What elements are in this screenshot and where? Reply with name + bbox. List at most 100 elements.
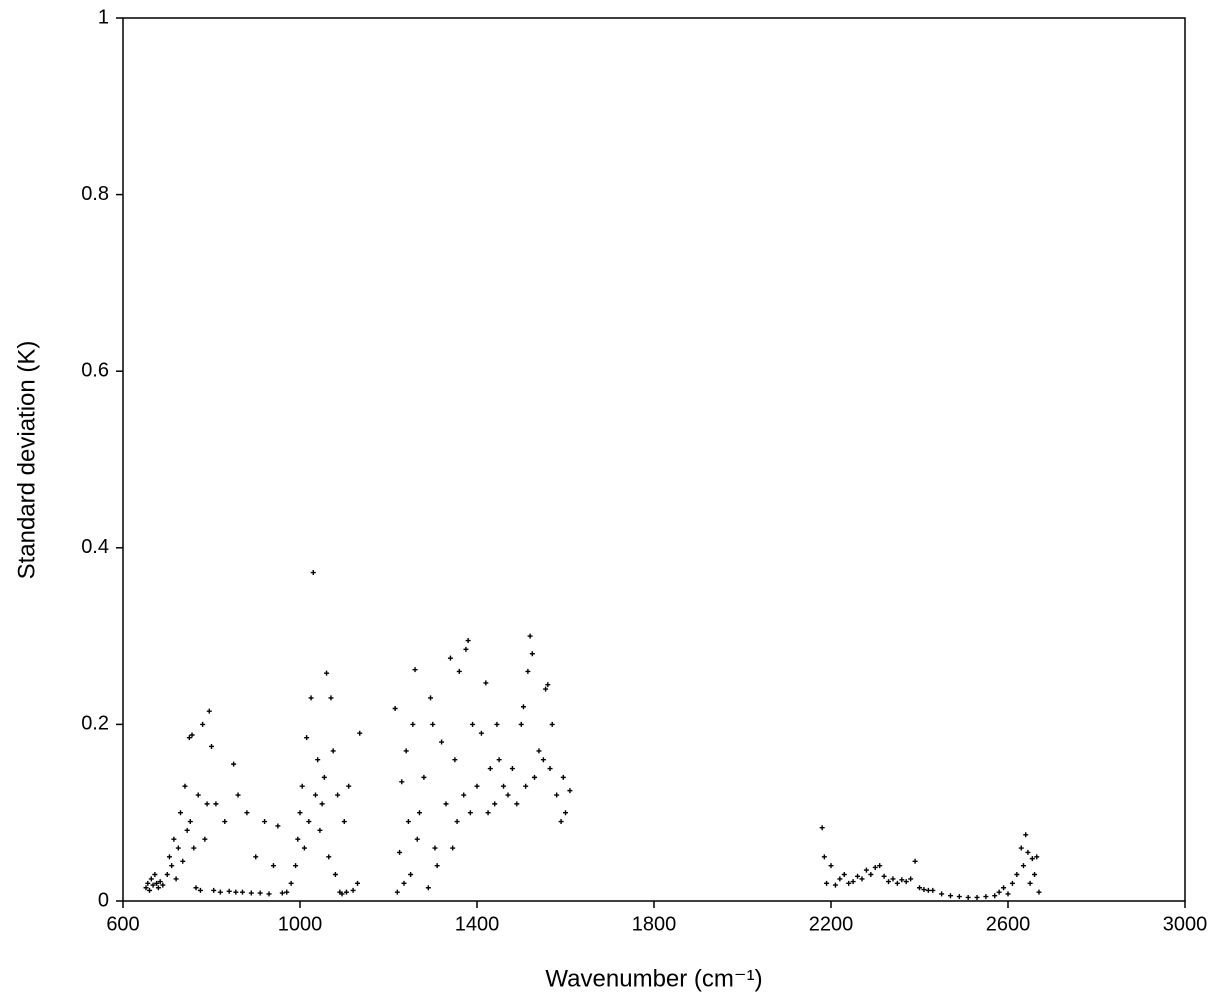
data-point <box>1027 880 1033 886</box>
data-point <box>275 823 281 829</box>
data-point <box>204 801 210 807</box>
data-point <box>195 792 201 798</box>
data-point <box>171 836 177 842</box>
data-point <box>965 894 971 900</box>
y-tick-label: 0.4 <box>81 536 109 558</box>
data-point <box>1023 832 1029 838</box>
data-point <box>270 863 276 869</box>
data-point <box>145 880 151 886</box>
data-point <box>399 779 405 785</box>
data-point <box>332 872 338 878</box>
data-point <box>397 849 403 855</box>
data-point <box>947 893 953 899</box>
data-point <box>394 889 400 895</box>
data-point <box>523 783 529 789</box>
data-point <box>939 891 945 897</box>
data-point <box>257 890 263 896</box>
data-point <box>178 810 184 816</box>
data-point <box>443 801 449 807</box>
data-point <box>253 854 259 860</box>
data-point <box>189 732 195 738</box>
data-point <box>266 891 272 897</box>
data-point <box>166 854 172 860</box>
data-point <box>1034 854 1040 860</box>
data-point <box>872 864 878 870</box>
data-point <box>543 686 549 692</box>
data-point <box>983 894 989 900</box>
data-point <box>410 721 416 727</box>
data-point <box>297 810 303 816</box>
data-point <box>536 748 542 754</box>
data-point <box>859 876 865 882</box>
data-point <box>306 819 312 825</box>
data-point <box>425 885 431 891</box>
data-point <box>447 655 453 661</box>
data-point <box>206 708 212 714</box>
data-point <box>1005 891 1011 897</box>
data-point <box>346 783 352 789</box>
data-point <box>213 801 219 807</box>
data-point <box>222 819 228 825</box>
data-point <box>148 876 154 882</box>
data-point <box>288 880 294 886</box>
data-point <box>248 890 254 896</box>
data-point <box>899 877 905 883</box>
data-point <box>182 783 188 789</box>
data-point <box>956 894 962 900</box>
data-point <box>1014 872 1020 878</box>
data-point <box>157 879 163 885</box>
data-point <box>509 766 515 772</box>
data-point <box>467 810 473 816</box>
data-point <box>492 801 498 807</box>
data-point <box>821 854 827 860</box>
data-point <box>412 667 418 673</box>
data-point <box>304 735 310 741</box>
data-point <box>324 670 330 676</box>
data-point <box>317 827 323 833</box>
data-point <box>850 879 856 885</box>
data-point <box>863 867 869 873</box>
data-point <box>434 863 440 869</box>
data-point <box>193 885 199 891</box>
data-point <box>894 880 900 886</box>
data-point <box>226 888 232 894</box>
data-point <box>868 872 874 878</box>
data-point <box>295 836 301 842</box>
data-point <box>173 876 179 882</box>
data-point <box>992 893 998 899</box>
y-tick-label: 0 <box>98 889 109 911</box>
data-point <box>912 858 918 864</box>
data-point <box>401 880 407 886</box>
data-point <box>1032 872 1038 878</box>
data-point <box>279 890 285 896</box>
data-point <box>554 792 560 798</box>
data-point <box>886 879 892 885</box>
data-point <box>549 721 555 727</box>
data-point <box>235 792 241 798</box>
data-point <box>567 788 573 794</box>
data-point <box>321 774 327 780</box>
data-point <box>1009 880 1015 886</box>
data-point <box>164 872 170 878</box>
data-point <box>485 810 491 816</box>
data-point <box>1018 845 1024 851</box>
data-point <box>501 783 507 789</box>
data-point <box>463 646 469 652</box>
data-point <box>284 889 290 895</box>
data-point <box>180 858 186 864</box>
data-point <box>450 845 456 851</box>
data-point <box>152 872 158 878</box>
data-point <box>421 774 427 780</box>
y-tick-label: 0.2 <box>81 713 109 735</box>
data-point <box>408 872 414 878</box>
data-point <box>405 819 411 825</box>
data-point <box>147 887 153 893</box>
data-point <box>341 819 347 825</box>
data-point <box>416 810 422 816</box>
data-point <box>197 887 203 893</box>
data-point <box>454 819 460 825</box>
data-point <box>343 889 349 895</box>
data-point <box>525 668 531 674</box>
data-point <box>211 887 217 893</box>
data-point <box>828 863 834 869</box>
